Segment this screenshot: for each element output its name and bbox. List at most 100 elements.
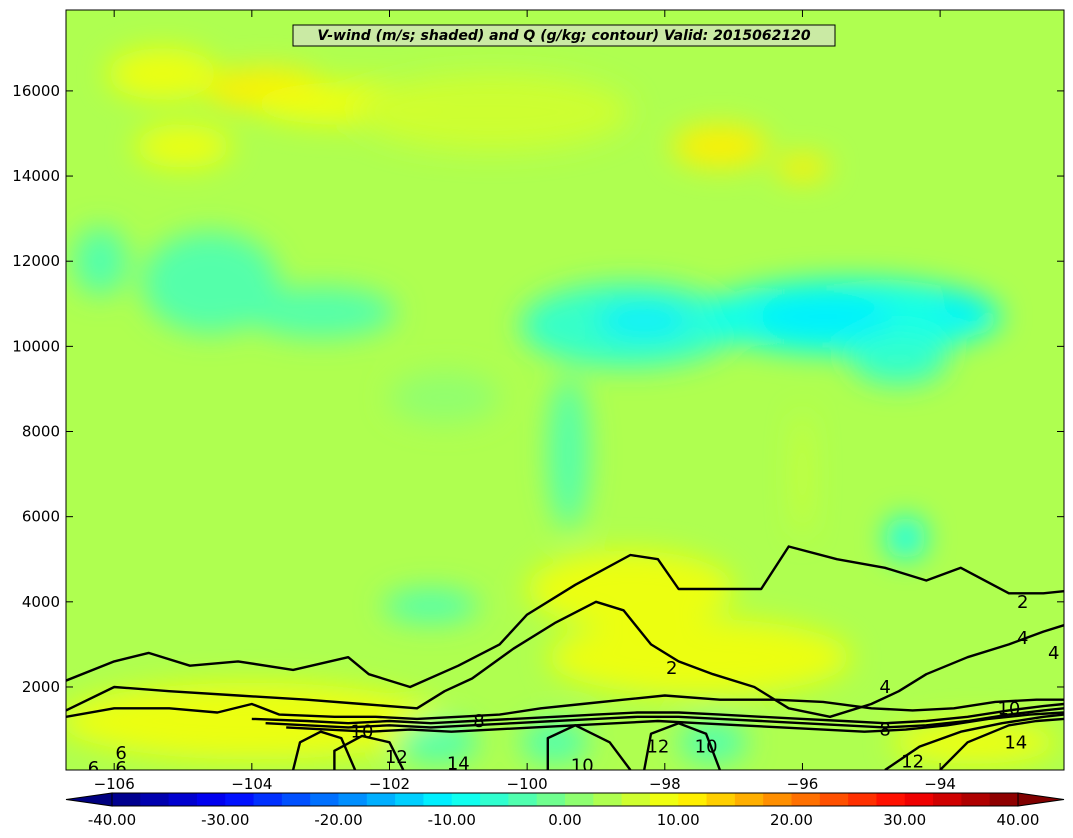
contour-line-12 <box>884 713 1064 770</box>
contour-line-8 <box>251 702 1064 725</box>
colorbar-tick-label: -30.00 <box>201 811 249 829</box>
colorbar-tick-label: 30.00 <box>883 811 926 829</box>
colorbar-tick-label: -10.00 <box>428 811 476 829</box>
x-tick-label: −104 <box>231 775 272 793</box>
contour-line-12 <box>333 734 405 770</box>
contour-line-12 <box>643 722 722 770</box>
colorbar-labels: -40.00 -30.00 -20.00 -10.00 0.00 10.00 20.00 30… <box>88 811 1040 829</box>
colorbar-bin <box>140 793 170 806</box>
plot-frame <box>65 9 1065 771</box>
contour-label: 10 <box>351 722 374 743</box>
contour-label: 6 <box>88 758 99 779</box>
contour-label: 14 <box>1004 732 1027 753</box>
y-tick-label: 12000 <box>12 252 60 270</box>
x-tick-label: −94 <box>924 775 956 793</box>
colorbar-bin <box>196 793 226 806</box>
colorbar-bin <box>989 793 1019 806</box>
contour-label: 4 <box>1048 643 1059 664</box>
contour-line-10 <box>546 724 632 770</box>
x-tick-label: −96 <box>787 775 819 793</box>
shade-patch <box>547 376 590 530</box>
contour-line-6 <box>66 694 1064 721</box>
shade-patch <box>141 231 280 334</box>
contour-line-2 <box>66 545 1064 689</box>
colorbar-bin <box>791 793 821 806</box>
colorbar-bin <box>225 793 255 806</box>
shade-patch <box>795 410 810 538</box>
colorbar <box>65 792 1065 807</box>
contour-label: 10 <box>695 737 718 758</box>
shaded-field <box>66 10 1064 770</box>
shade-patch <box>244 286 397 338</box>
colorbar-tick-label: 10.00 <box>657 811 700 829</box>
contour-line-4 <box>66 600 1064 718</box>
colorbar-extend-low <box>65 792 113 807</box>
contour-label: 4 <box>1017 628 1028 649</box>
colorbar-bin <box>112 793 141 806</box>
shade-patch <box>754 297 892 336</box>
colorbar-bin <box>395 793 424 806</box>
shade-patch <box>72 227 128 296</box>
colorbar-frame <box>111 792 1019 807</box>
contour-label: 2 <box>1017 592 1028 613</box>
y-tick-label: 16000 <box>12 82 60 100</box>
shade-patch <box>107 48 218 100</box>
colorbar-bin <box>168 793 198 806</box>
y-tick-label: 4000 <box>22 593 60 611</box>
colorbar-bin <box>848 793 877 806</box>
colorbar-bin <box>451 793 481 806</box>
shade-patch <box>389 371 500 423</box>
shade-patch <box>134 124 232 168</box>
colorbar-bin <box>565 793 594 806</box>
y-tick-label: 14000 <box>12 167 60 185</box>
contour-label: 8 <box>473 711 484 732</box>
colorbar-bin <box>338 793 368 806</box>
colorbar-bin <box>310 793 339 806</box>
x-tick-label: −100 <box>507 775 548 793</box>
shade-patch <box>671 124 769 168</box>
y-tick-label: 2000 <box>22 678 60 696</box>
contour-label: 12 <box>646 737 669 758</box>
shade-patch <box>891 721 1058 764</box>
colorbar-bin <box>734 793 764 806</box>
colorbar-extend-high <box>1017 792 1065 807</box>
shade-patch <box>527 550 734 628</box>
colorbar-bin <box>621 793 651 806</box>
shade-patch <box>940 295 982 321</box>
colorbar-bin <box>904 793 934 806</box>
x-tick-label: −102 <box>369 775 410 793</box>
y-tick-label: 6000 <box>22 508 60 526</box>
contour-label: 12 <box>901 751 924 772</box>
contour-label: 6 <box>115 743 126 764</box>
x-axis: −106 −104 −102 −100 −98 −96 −94 <box>94 10 956 793</box>
y-axis: 2000 4000 6000 8000 10000 12000 14000 16000 <box>12 82 1064 696</box>
y-tick-label: 8000 <box>22 423 60 441</box>
shade-patch <box>885 516 927 560</box>
shade-patch <box>850 333 947 385</box>
colorbar-bin <box>480 793 509 806</box>
contour-line-10 <box>291 730 357 770</box>
shade-patch <box>382 589 479 624</box>
colorbar-bin <box>763 793 792 806</box>
y-tick-label: 10000 <box>12 337 60 355</box>
shade-patch <box>547 618 851 696</box>
colorbar-bin <box>933 793 962 806</box>
contour-label: 14 <box>447 754 470 775</box>
colorbar-bin <box>593 793 623 806</box>
shade-patch <box>520 721 590 764</box>
colorbar-bin <box>281 793 311 806</box>
contour-label: 10 <box>997 698 1020 719</box>
contour-label: 2 <box>666 658 677 679</box>
contour-label: 4 <box>879 677 890 698</box>
chart-title: V-wind (m/s; shaded) and Q (g/kg; contou… <box>317 28 810 44</box>
colorbar-bin <box>423 793 453 806</box>
colorbar-bin <box>649 793 679 806</box>
colorbar-bin <box>876 793 906 806</box>
contour-label: 10 <box>571 756 594 777</box>
colorbar-tick-label: 40.00 <box>997 811 1040 829</box>
contour-label: 8 <box>879 720 890 741</box>
x-tick-label: −106 <box>94 775 135 793</box>
x-tick-label: −98 <box>649 775 681 793</box>
colorbar-bin <box>819 793 849 806</box>
colorbar-bin <box>253 793 283 806</box>
